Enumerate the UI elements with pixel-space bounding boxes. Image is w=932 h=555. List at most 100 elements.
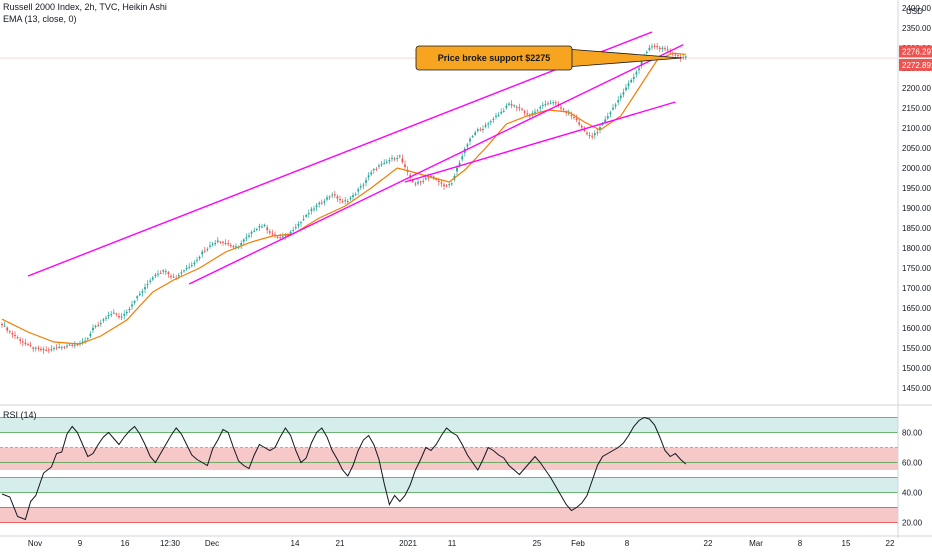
candle-body <box>177 275 180 277</box>
candle-body <box>658 47 661 50</box>
candle-body <box>385 161 388 163</box>
candle-body <box>424 177 427 180</box>
candle-body <box>359 186 362 188</box>
candle-body <box>297 224 300 226</box>
price-badge <box>899 45 932 58</box>
candle-body <box>476 129 479 131</box>
candle-body <box>411 179 414 182</box>
candle-body <box>495 115 497 117</box>
candle-body <box>310 208 313 211</box>
candle-body <box>115 313 118 315</box>
annotation-callout[interactable]: Price broke support $2275 <box>415 45 682 71</box>
channel-lines[interactable] <box>27 31 684 285</box>
candle-body <box>198 256 201 259</box>
candle-body <box>466 144 469 147</box>
candle-body <box>185 267 188 270</box>
candle-body <box>68 344 71 346</box>
candle-body <box>573 117 575 119</box>
candle-body <box>326 197 328 200</box>
price-tick-label: 1750.00 <box>902 264 931 273</box>
candle-body <box>617 100 620 103</box>
candle-body <box>510 104 513 106</box>
candle-body <box>123 313 126 316</box>
candle-body <box>307 213 310 215</box>
candle-body <box>29 344 32 346</box>
candle-body <box>219 241 222 243</box>
candle-body <box>414 183 417 185</box>
candle-body <box>630 80 633 83</box>
candle-body <box>632 76 635 80</box>
candle-body <box>640 61 643 66</box>
rsi-line-group <box>1 416 687 521</box>
candle-body <box>151 277 154 280</box>
candle-body <box>656 46 659 48</box>
candle-body <box>193 262 196 265</box>
candle-body <box>136 296 139 299</box>
candle-body <box>461 156 464 160</box>
price-axis[interactable]: 1450.00 1500.00 1550.00 1600.00 1650.00 1700.… <box>897 0 931 538</box>
ema-legend: EMA (13, close, 0) <box>3 14 77 24</box>
price-tick-label: 1700.00 <box>902 284 931 293</box>
candle-body <box>575 118 578 121</box>
candle-body <box>440 182 443 184</box>
rsi-band <box>0 417 898 433</box>
time-tick-label: Dec <box>205 539 219 548</box>
chart-title: Russell 2000 Index, 2h, TVC, Heikin Ashi <box>3 2 167 12</box>
candle-body <box>367 175 370 178</box>
candle-body <box>203 250 206 252</box>
price-badges: 2276.297 2272.891 <box>899 45 932 71</box>
candle-body <box>172 276 175 278</box>
candle-body <box>60 346 63 348</box>
candle-body <box>313 208 315 210</box>
price-badge-label: 2276.297 <box>902 47 932 56</box>
rsi-line <box>1 416 687 521</box>
candle-body <box>396 158 399 160</box>
rsi-axis[interactable]: 20.00 40.00 60.00 80.00 <box>0 404 932 528</box>
time-axis[interactable]: Nov 9 16 12:30 Dec 14 21 2021 11 25 Feb 8 22 Mar 8 15 22 <box>0 535 932 548</box>
rsi-tick-label: 80.00 <box>902 429 923 438</box>
time-tick-label: Mar <box>749 539 763 548</box>
candle-body <box>612 107 614 110</box>
candle-body <box>357 189 360 192</box>
candle-body <box>255 229 258 231</box>
candle-body <box>552 102 555 104</box>
time-tick-label: Feb <box>571 539 585 548</box>
candle-body <box>19 339 22 341</box>
candle-body <box>1 324 3 326</box>
price-tick-label: 2400.00 <box>902 4 931 13</box>
price-tick-label: 2350.00 <box>902 24 931 33</box>
candle-body <box>323 201 326 203</box>
candle-body <box>250 231 253 234</box>
candle-body <box>380 164 383 166</box>
candle-body <box>583 128 586 132</box>
candle-body <box>146 284 149 286</box>
rsi-levels <box>0 417 898 523</box>
price-badge-label: 2272.891 <box>902 61 932 70</box>
candle-body <box>214 242 217 245</box>
candle-body <box>528 115 531 117</box>
candle-body <box>206 249 209 251</box>
ema-group <box>1 52 686 345</box>
candle-body <box>497 114 500 116</box>
price-tick-label: 1850.00 <box>902 224 931 233</box>
candle-body <box>92 327 94 331</box>
price-tick-label: 1950.00 <box>902 184 931 193</box>
candle-body <box>554 102 557 104</box>
candle-body <box>664 48 666 50</box>
candle-body <box>437 180 440 182</box>
rsi-legend: RSI (14) <box>3 410 37 420</box>
price-tick-label: 1900.00 <box>902 204 931 213</box>
candle-body <box>352 195 354 198</box>
candle-body <box>159 272 162 274</box>
candle-body <box>666 49 669 51</box>
candle-body <box>482 129 484 131</box>
candle-body <box>474 132 477 135</box>
candle-body <box>240 242 243 246</box>
rsi-tick-label: 60.00 <box>902 459 923 468</box>
candle-body <box>24 342 27 344</box>
candle-body <box>279 237 282 239</box>
price-badge <box>899 58 932 71</box>
candle-body <box>448 184 451 186</box>
